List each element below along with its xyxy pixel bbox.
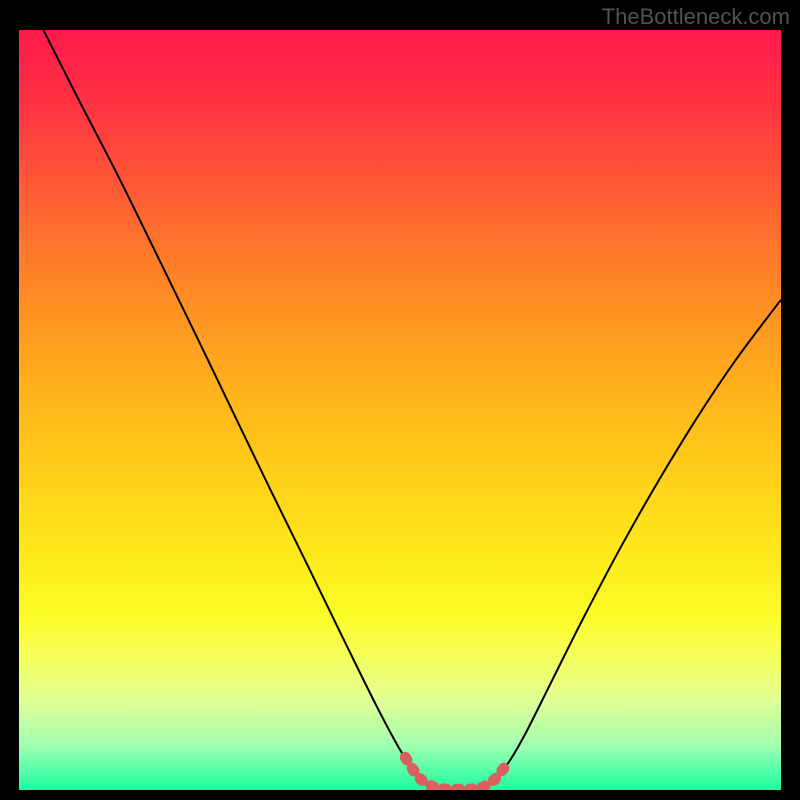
watermark-text: TheBottleneck.com: [602, 4, 790, 30]
chart-svg: [19, 30, 781, 790]
chart-plot-area: [19, 30, 781, 790]
background-gradient: [19, 30, 781, 790]
